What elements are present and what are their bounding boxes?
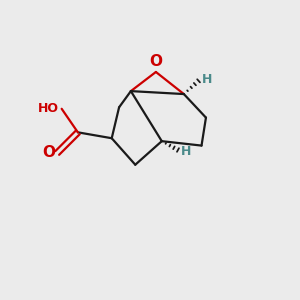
Text: H: H — [202, 73, 212, 86]
Text: O: O — [149, 54, 162, 69]
Text: HO: HO — [38, 102, 59, 115]
Text: H: H — [181, 145, 191, 158]
Text: O: O — [42, 146, 55, 160]
